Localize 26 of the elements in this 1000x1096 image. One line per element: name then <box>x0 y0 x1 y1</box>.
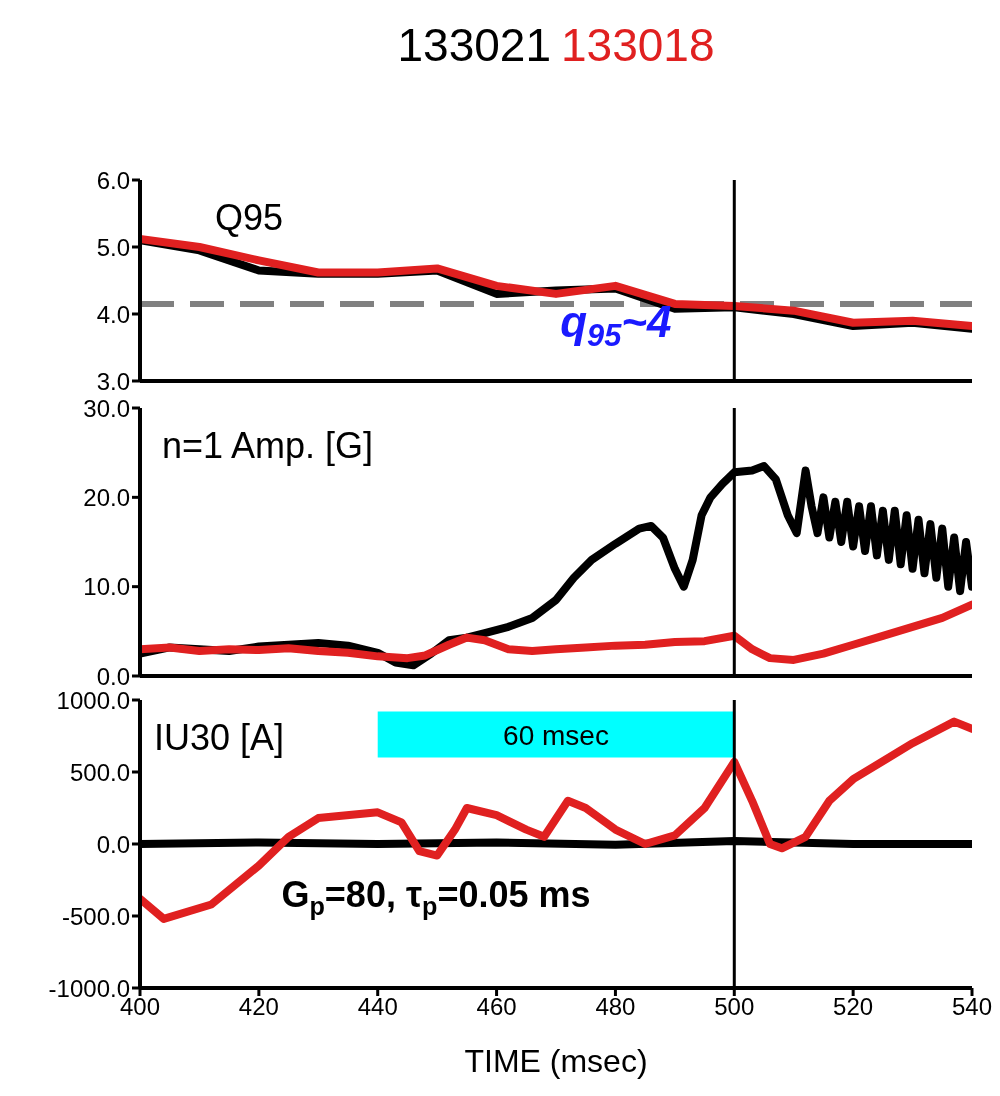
annotation: G$_{p}$=80, τ$_{p}$=0.05 ms <box>281 874 591 920</box>
x-tick-label: 440 <box>357 993 398 1021</box>
text: IU30 [A] <box>154 717 285 758</box>
y-tick-label: 6.0 <box>96 166 130 194</box>
x-tick-label: 520 <box>833 993 874 1021</box>
y-tick-label: 0.0 <box>96 830 130 858</box>
y-tick-label: 500.0 <box>69 758 130 786</box>
y-tick-label: -500.0 <box>61 902 130 930</box>
text: 133021 <box>397 18 551 72</box>
y-tick-label: 10.0 <box>83 573 130 601</box>
text: n=1 Amp. [G] <box>162 425 374 466</box>
y-tick-label: 5.0 <box>96 233 130 261</box>
x-tick-label: 420 <box>238 993 279 1021</box>
y-tick-label: 20.0 <box>83 483 130 511</box>
y-tick-label: 30.0 <box>83 394 130 422</box>
y-tick-label: 3.0 <box>96 367 130 395</box>
x-tick-label: 460 <box>476 993 517 1021</box>
y-tick-label: 4.0 <box>96 300 130 328</box>
band-label: 60 msec <box>503 719 609 751</box>
x-tick-label: 480 <box>595 993 636 1021</box>
x-tick-label: 540 <box>951 993 993 1021</box>
x-tick-label: 500 <box>714 993 755 1021</box>
x-axis-title: TIME (msec) <box>464 1043 648 1079</box>
text: Q95 <box>215 197 284 238</box>
text: 133018 <box>561 18 715 72</box>
annotation: q$_{95}$~4 <box>560 296 672 354</box>
